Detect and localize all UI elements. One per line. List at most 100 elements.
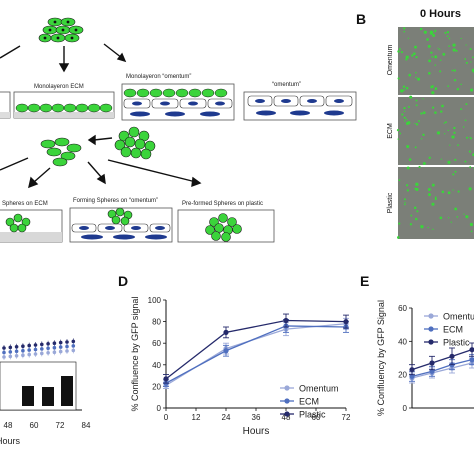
gfp-speck: [460, 83, 462, 86]
row-label-plastic: Plastic: [387, 192, 394, 213]
gfp-speck: [404, 203, 406, 206]
partial-point: [27, 352, 32, 357]
gfp-speck: [453, 131, 456, 135]
gfp-speck: [422, 161, 426, 165]
gfp-speck: [401, 113, 404, 116]
gfp-speck: [407, 106, 410, 108]
partial-point: [65, 340, 69, 344]
gfp-speck: [403, 27, 406, 30]
gfp-speck: [414, 217, 418, 221]
gfp-speck: [449, 144, 451, 146]
gfp-speck: [465, 215, 469, 219]
partial-point: [2, 346, 6, 350]
x-tick-label: 72: [342, 413, 351, 422]
gfp-speck: [430, 51, 433, 54]
gfp-speck: [415, 104, 418, 107]
partial-point: [8, 354, 13, 359]
gfp-speck: [464, 160, 467, 163]
y-tick-label: 40: [152, 361, 161, 370]
gfp-speck: [444, 31, 447, 34]
micrograph-header: 0 Hours: [420, 8, 461, 20]
partial-point: [33, 352, 38, 356]
gfp-speck: [434, 196, 437, 199]
gfp-speck: [444, 133, 446, 135]
gfp-speck: [413, 206, 417, 209]
gfp-speck: [422, 133, 425, 137]
label-spheres-ecm: Spheres on ECM: [2, 201, 48, 207]
gfp-speck: [451, 69, 454, 72]
gfp-speck: [457, 190, 460, 193]
partial-point: [58, 349, 63, 354]
gfp-speck: [468, 150, 471, 153]
partial-point: [58, 340, 63, 345]
gfp-speck: [428, 71, 431, 75]
gfp-speck: [463, 213, 465, 215]
y-tick-label: 0: [157, 404, 162, 413]
partial-point: [21, 348, 25, 353]
inset-bar: [42, 387, 54, 406]
gfp-speck: [454, 207, 458, 211]
gfp-speck: [403, 106, 406, 110]
legend-label: Omentum: [299, 384, 339, 394]
legend-marker: [428, 339, 434, 345]
x-tick-label: 24: [222, 413, 231, 422]
gfp-speck: [415, 123, 419, 126]
partial-x-tick: 60: [30, 421, 39, 430]
gfp-speck: [444, 121, 447, 124]
data-point: [469, 347, 474, 353]
y-tick-label: 100: [148, 296, 162, 305]
gfp-speck: [420, 138, 423, 140]
gfp-speck: [462, 126, 465, 128]
well-partial-left: [0, 91, 11, 119]
partial-point: [52, 345, 57, 350]
gfp-speck: [415, 55, 418, 59]
partial-point: [40, 342, 44, 347]
inset-bar: [61, 376, 73, 406]
panel-letter-d: D: [118, 273, 128, 289]
label-monolayer-omentum: Monolayeron “omentum”: [126, 74, 191, 80]
gfp-speck: [447, 85, 450, 87]
gfp-speck: [434, 111, 437, 114]
gfp-speck: [434, 87, 438, 90]
series-line: [411, 362, 473, 379]
gfp-speck: [442, 52, 446, 56]
gfp-speck: [405, 86, 409, 90]
gfp-speck: [420, 224, 424, 229]
arrow-down-left-2: [28, 167, 51, 189]
partial-point: [71, 339, 76, 344]
gfp-speck: [456, 216, 459, 218]
gfp-speck: [438, 48, 441, 51]
partial-x-label: Hours: [0, 436, 21, 446]
data-point: [223, 348, 229, 354]
gfp-speck: [415, 76, 417, 79]
gfp-speck: [403, 116, 406, 119]
series-line: [411, 349, 473, 371]
gfp-speck: [460, 37, 462, 40]
gfp-speck: [469, 136, 471, 139]
gfp-speck: [434, 30, 437, 33]
label-omentum: “omentum”: [272, 82, 301, 88]
partial-point: [21, 353, 25, 358]
gfp-speck: [465, 44, 467, 46]
arrow-down-right-2: [107, 159, 202, 188]
gfp-speck: [405, 118, 408, 121]
label-forming-spheres-omentum: Forming Spheres on “omentum”: [73, 198, 158, 204]
gfp-speck: [472, 56, 474, 59]
data-point: [343, 319, 349, 325]
gfp-speck: [454, 170, 457, 173]
y-tick-label: 20: [398, 371, 407, 380]
gfp-speck: [470, 88, 474, 92]
well-spheres-ecm: [0, 209, 63, 243]
gfp-speck: [428, 59, 431, 63]
gfp-speck: [448, 37, 451, 40]
gfp-speck: [408, 73, 412, 77]
gfp-speck: [439, 216, 443, 220]
well-omentum: [243, 91, 357, 121]
gfp-speck: [453, 126, 456, 130]
y-tick-label: 0: [403, 404, 408, 413]
gfp-speck: [453, 69, 457, 72]
row-label-ecm: ECM: [387, 123, 394, 139]
partial-point: [8, 350, 13, 354]
legend-label: Plastic: [443, 338, 470, 348]
